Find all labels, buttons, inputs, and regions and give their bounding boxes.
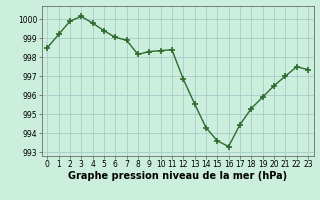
X-axis label: Graphe pression niveau de la mer (hPa): Graphe pression niveau de la mer (hPa): [68, 171, 287, 181]
